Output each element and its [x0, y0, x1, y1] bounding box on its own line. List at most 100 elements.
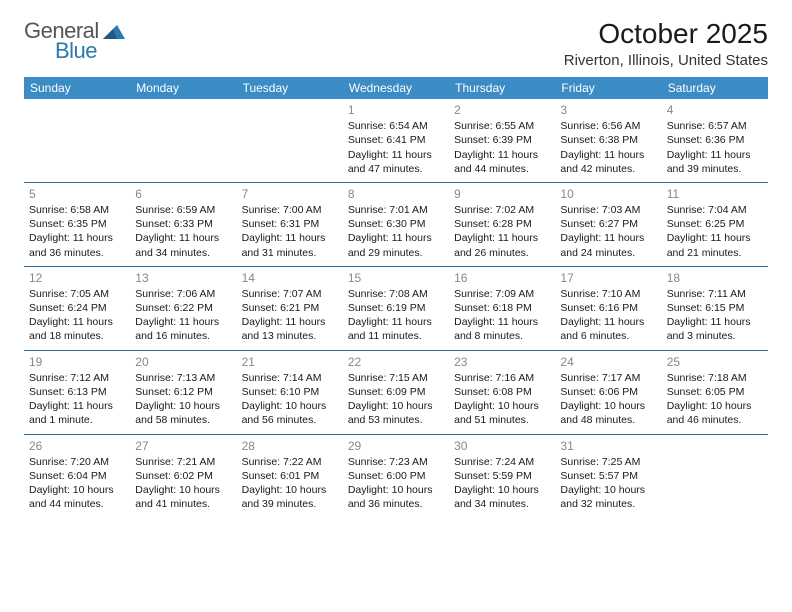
daylight2-text: and 56 minutes. [242, 413, 338, 427]
daylight2-text: and 13 minutes. [242, 329, 338, 343]
daylight2-text: and 18 minutes. [29, 329, 125, 343]
calendar-row: 1Sunrise: 6:54 AMSunset: 6:41 PMDaylight… [24, 99, 768, 182]
sunset-text: Sunset: 6:27 PM [560, 217, 656, 231]
sunset-text: Sunset: 6:30 PM [348, 217, 444, 231]
sunset-text: Sunset: 6:16 PM [560, 301, 656, 315]
daylight2-text: and 29 minutes. [348, 246, 444, 260]
calendar-cell: 28Sunrise: 7:22 AMSunset: 6:01 PMDayligh… [237, 434, 343, 517]
col-wednesday: Wednesday [343, 77, 449, 99]
daylight2-text: and 24 minutes. [560, 246, 656, 260]
day-number: 7 [242, 186, 338, 202]
sunrise-text: Sunrise: 7:02 AM [454, 203, 550, 217]
sunset-text: Sunset: 6:24 PM [29, 301, 125, 315]
day-number: 15 [348, 270, 444, 286]
calendar-head: Sunday Monday Tuesday Wednesday Thursday… [24, 77, 768, 99]
sunrise-text: Sunrise: 7:00 AM [242, 203, 338, 217]
calendar-cell: 26Sunrise: 7:20 AMSunset: 6:04 PMDayligh… [24, 434, 130, 517]
logo-text-blue: Blue [55, 38, 97, 64]
sunset-text: Sunset: 6:15 PM [667, 301, 763, 315]
day-number: 4 [667, 102, 763, 118]
day-number: 11 [667, 186, 763, 202]
daylight1-text: Daylight: 11 hours [29, 231, 125, 245]
sunset-text: Sunset: 6:28 PM [454, 217, 550, 231]
daylight2-text: and 44 minutes. [454, 162, 550, 176]
sunset-text: Sunset: 6:06 PM [560, 385, 656, 399]
daylight1-text: Daylight: 11 hours [348, 231, 444, 245]
daylight2-text: and 53 minutes. [348, 413, 444, 427]
calendar-cell: 15Sunrise: 7:08 AMSunset: 6:19 PMDayligh… [343, 266, 449, 350]
daylight2-text: and 51 minutes. [454, 413, 550, 427]
daylight1-text: Daylight: 10 hours [560, 399, 656, 413]
calendar-cell: 14Sunrise: 7:07 AMSunset: 6:21 PMDayligh… [237, 266, 343, 350]
calendar-cell: 30Sunrise: 7:24 AMSunset: 5:59 PMDayligh… [449, 434, 555, 517]
daylight2-text: and 47 minutes. [348, 162, 444, 176]
sunrise-text: Sunrise: 7:09 AM [454, 287, 550, 301]
calendar-cell: 3Sunrise: 6:56 AMSunset: 6:38 PMDaylight… [555, 99, 661, 182]
day-number: 18 [667, 270, 763, 286]
sunset-text: Sunset: 6:02 PM [135, 469, 231, 483]
day-number: 30 [454, 438, 550, 454]
daylight2-text: and 41 minutes. [135, 497, 231, 511]
sunrise-text: Sunrise: 7:13 AM [135, 371, 231, 385]
calendar-cell [662, 434, 768, 517]
daylight2-text: and 39 minutes. [242, 497, 338, 511]
day-number: 19 [29, 354, 125, 370]
col-friday: Friday [555, 77, 661, 99]
daylight2-text: and 21 minutes. [667, 246, 763, 260]
calendar-row: 12Sunrise: 7:05 AMSunset: 6:24 PMDayligh… [24, 266, 768, 350]
sunrise-text: Sunrise: 7:15 AM [348, 371, 444, 385]
calendar-cell: 8Sunrise: 7:01 AMSunset: 6:30 PMDaylight… [343, 182, 449, 266]
day-number: 3 [560, 102, 656, 118]
sunrise-text: Sunrise: 7:11 AM [667, 287, 763, 301]
calendar-row: 19Sunrise: 7:12 AMSunset: 6:13 PMDayligh… [24, 350, 768, 434]
sunrise-text: Sunrise: 6:59 AM [135, 203, 231, 217]
page-header: General Blue October 2025 Riverton, Illi… [24, 18, 768, 69]
calendar-cell: 29Sunrise: 7:23 AMSunset: 6:00 PMDayligh… [343, 434, 449, 517]
daylight1-text: Daylight: 10 hours [454, 483, 550, 497]
col-saturday: Saturday [662, 77, 768, 99]
daylight1-text: Daylight: 11 hours [667, 231, 763, 245]
daylight1-text: Daylight: 11 hours [29, 399, 125, 413]
sunrise-text: Sunrise: 6:56 AM [560, 119, 656, 133]
sunset-text: Sunset: 6:08 PM [454, 385, 550, 399]
daylight2-text: and 32 minutes. [560, 497, 656, 511]
sunset-text: Sunset: 6:05 PM [667, 385, 763, 399]
day-number: 1 [348, 102, 444, 118]
calendar-cell: 27Sunrise: 7:21 AMSunset: 6:02 PMDayligh… [130, 434, 236, 517]
daylight1-text: Daylight: 11 hours [454, 231, 550, 245]
daylight1-text: Daylight: 11 hours [454, 148, 550, 162]
daylight1-text: Daylight: 10 hours [348, 399, 444, 413]
daylight2-text: and 34 minutes. [135, 246, 231, 260]
daylight1-text: Daylight: 11 hours [29, 315, 125, 329]
day-number: 12 [29, 270, 125, 286]
sunset-text: Sunset: 6:09 PM [348, 385, 444, 399]
calendar-cell: 4Sunrise: 6:57 AMSunset: 6:36 PMDaylight… [662, 99, 768, 182]
day-number: 29 [348, 438, 444, 454]
calendar-body: 1Sunrise: 6:54 AMSunset: 6:41 PMDaylight… [24, 99, 768, 517]
daylight2-text: and 26 minutes. [454, 246, 550, 260]
calendar-cell: 31Sunrise: 7:25 AMSunset: 5:57 PMDayligh… [555, 434, 661, 517]
sunset-text: Sunset: 6:01 PM [242, 469, 338, 483]
sunset-text: Sunset: 6:12 PM [135, 385, 231, 399]
day-number: 28 [242, 438, 338, 454]
daylight1-text: Daylight: 10 hours [242, 483, 338, 497]
sunset-text: Sunset: 5:59 PM [454, 469, 550, 483]
calendar-row: 5Sunrise: 6:58 AMSunset: 6:35 PMDaylight… [24, 182, 768, 266]
daylight1-text: Daylight: 10 hours [454, 399, 550, 413]
calendar-cell: 7Sunrise: 7:00 AMSunset: 6:31 PMDaylight… [237, 182, 343, 266]
daylight2-text: and 16 minutes. [135, 329, 231, 343]
calendar-cell: 11Sunrise: 7:04 AMSunset: 6:25 PMDayligh… [662, 182, 768, 266]
sunset-text: Sunset: 6:22 PM [135, 301, 231, 315]
daylight1-text: Daylight: 11 hours [348, 315, 444, 329]
sunset-text: Sunset: 6:33 PM [135, 217, 231, 231]
daylight1-text: Daylight: 11 hours [454, 315, 550, 329]
sunrise-text: Sunrise: 7:08 AM [348, 287, 444, 301]
sunset-text: Sunset: 6:31 PM [242, 217, 338, 231]
day-number: 5 [29, 186, 125, 202]
sunrise-text: Sunrise: 7:06 AM [135, 287, 231, 301]
calendar-cell: 25Sunrise: 7:18 AMSunset: 6:05 PMDayligh… [662, 350, 768, 434]
daylight2-text: and 11 minutes. [348, 329, 444, 343]
calendar-cell [237, 99, 343, 182]
sunrise-text: Sunrise: 7:25 AM [560, 455, 656, 469]
logo: General Blue [24, 18, 125, 44]
